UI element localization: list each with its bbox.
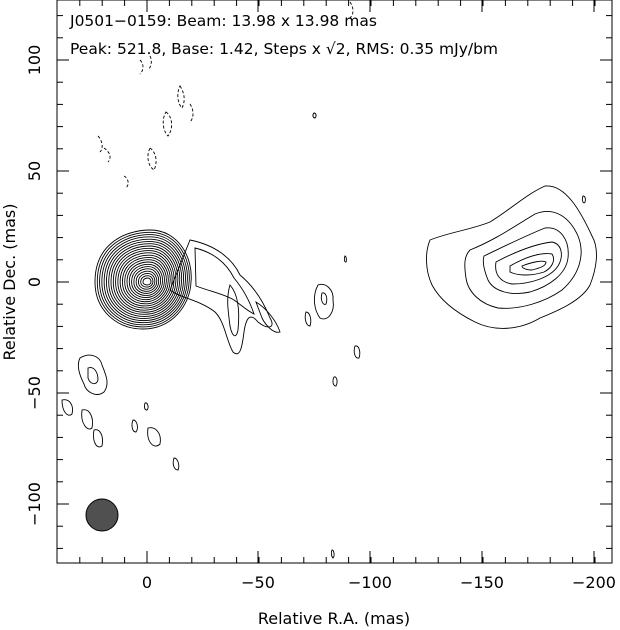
x-axis-title: Relative R.A. (mas) [258,609,410,628]
island-contour [312,112,317,119]
negative-contour [349,1,354,19]
negative-contours [97,1,354,189]
island-contour [147,427,161,447]
y-tick-label: 0 [25,277,44,287]
island-contour [353,345,361,359]
core-contour [94,229,192,330]
core-contour [101,236,186,324]
x-tick-label: −200 [572,573,616,592]
axis-ticks [57,0,612,563]
negative-contour [147,55,152,71]
jet-extension-contour [255,300,281,333]
core-contour [103,238,184,322]
negative-contour [103,147,111,163]
negative-contour [177,85,185,109]
knot-contour [426,185,597,329]
jet-extension-contour [194,247,255,315]
island-contour [77,354,108,395]
y-tick-labels: 100 50 0 −50 −100 [25,45,44,526]
island-contour [131,419,138,433]
core-contour [112,247,177,313]
island-contour [343,255,347,263]
island-contour [172,457,180,471]
right-knot-contours [426,185,597,329]
sqrt-argument: 2 [336,40,346,58]
knot-contour [482,227,569,294]
beam-ellipse [85,498,119,532]
island-contour [332,376,338,387]
sqrt-symbol: √ [326,40,336,58]
island-contour [143,402,149,411]
jet-extension-contour [227,284,240,337]
x-tick-labels: 0 −50 −100 −150 −200 [142,573,616,592]
core-contour [108,243,181,317]
core-contour [105,240,183,319]
core-contour [142,277,152,286]
core-contour [135,270,158,292]
island-contour [320,292,328,305]
island-contour [87,367,99,385]
core-contour [126,261,165,301]
negative-contour [189,103,194,123]
core-contour [99,234,188,326]
jet-contours [169,239,281,355]
knot-contour [495,241,562,285]
negative-contour [147,147,157,171]
island-contour [81,409,93,430]
island-contour [304,311,312,327]
y-tick-label: 100 [25,45,44,76]
y-tick-label: −50 [25,376,44,410]
core-contour [121,256,169,305]
island-contours [61,112,586,559]
core-component-contours [94,229,192,330]
core-contour [124,259,167,303]
x-tick-label: −100 [348,573,392,592]
island-contour [330,549,335,559]
negative-contour [139,59,144,75]
knot-contour [521,260,547,271]
plot-frame [56,0,613,564]
knot-contour [464,211,582,309]
island-contour [61,399,73,416]
core-contour [110,245,179,315]
y-tick-label: 50 [25,161,44,181]
negative-contour [97,135,103,153]
core-contour [133,268,160,294]
core-contour [96,231,190,328]
knot-contour [509,253,555,276]
header-beam-text: J0501−0159: Beam: 13.98 x 13.98 mas [69,12,377,30]
x-tick-label: −150 [460,573,504,592]
island-contour [313,283,334,320]
jet-extension-contour [169,239,273,355]
y-tick-label: −100 [25,482,44,526]
x-tick-label: −50 [241,573,275,592]
core-contour [119,254,171,307]
core-contour [140,275,154,288]
header-stats-suffix: , RMS: 0.35 mJy/bm [346,40,498,58]
core-contour [128,263,163,299]
core-contour [117,252,173,309]
core-contour [131,266,162,296]
header-stats-text: Peak: 521.8, Base: 1.42, Steps x √2, RMS… [70,40,498,58]
island-contour [581,195,586,204]
core-contour [137,272,156,290]
island-contour [93,429,103,448]
negative-contour [162,111,173,137]
y-axis-title: Relative Dec. (mas) [0,204,19,361]
core-contour [115,250,175,311]
x-tick-label: 0 [142,573,152,592]
negative-contour [123,175,129,189]
header-stats-prefix: Peak: 521.8, Base: 1.42, Steps x [70,40,326,58]
